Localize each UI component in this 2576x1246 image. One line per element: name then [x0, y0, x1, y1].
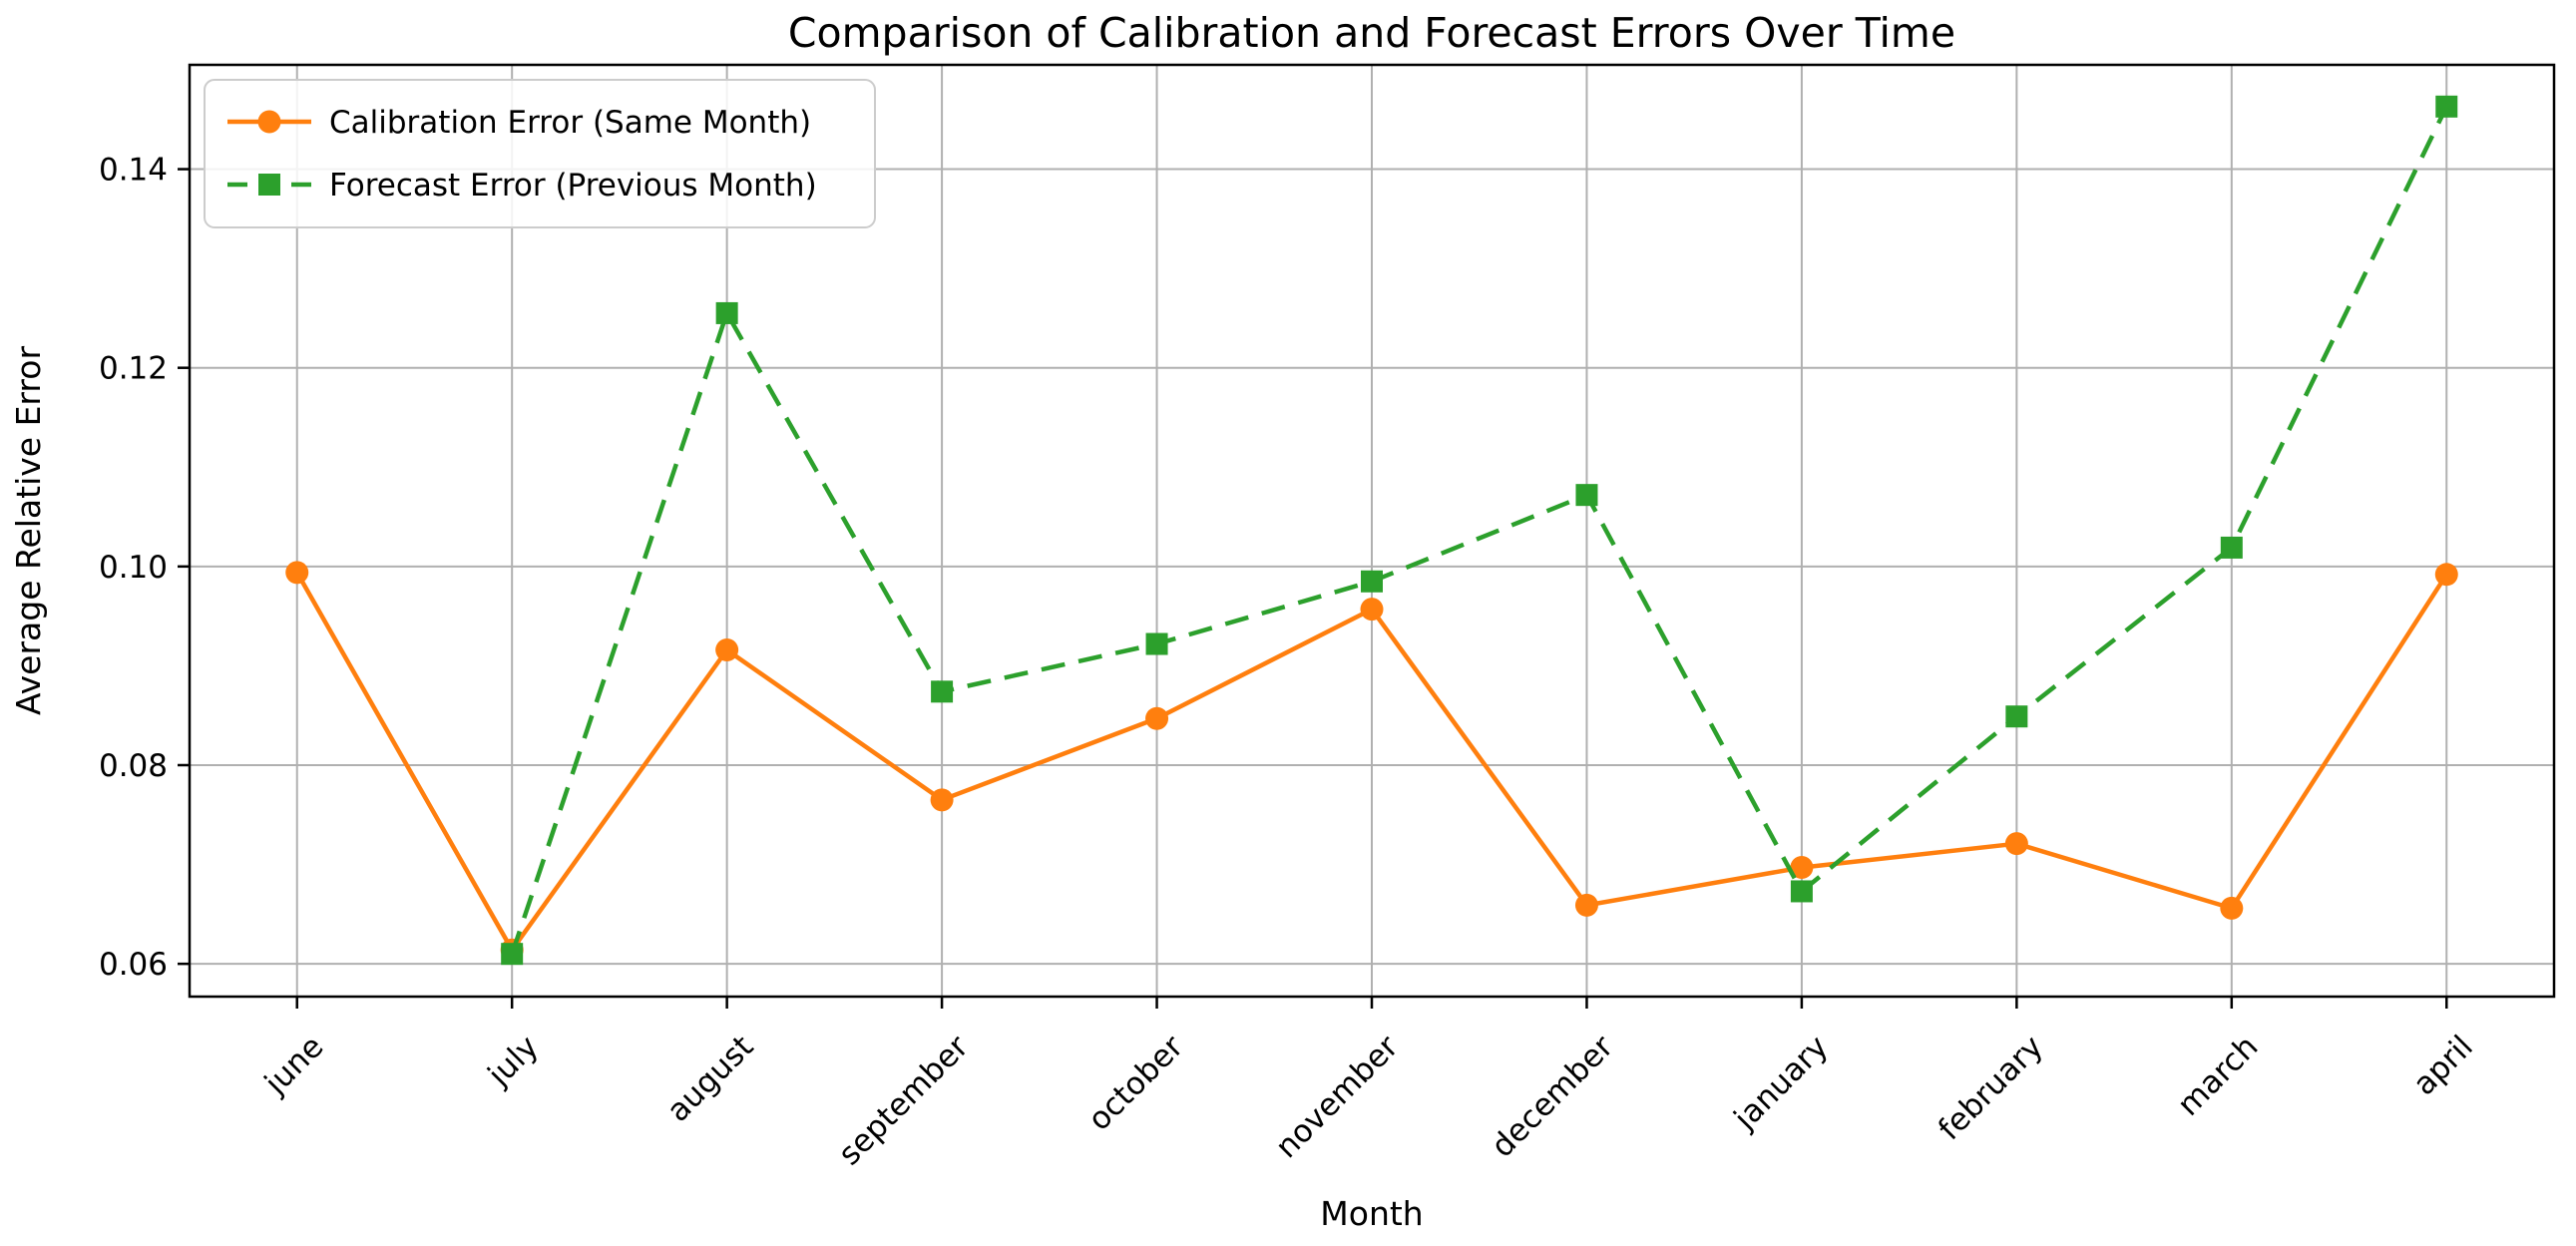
x-tick-label: march	[2171, 1029, 2266, 1123]
series-line-square	[510, 105, 2449, 955]
data-point-marker	[501, 943, 524, 966]
data-point-marker	[931, 680, 954, 703]
data-point-marker	[715, 637, 739, 661]
data-point-marker	[2005, 705, 2028, 728]
data-point-marker	[2220, 536, 2243, 559]
x-tick-label: august	[660, 1029, 761, 1129]
data-point-marker	[2434, 563, 2458, 587]
data-point-marker	[1360, 598, 1384, 622]
data-point-marker	[285, 561, 309, 585]
x-tick-label: november	[1269, 1029, 1406, 1165]
x-axis-label: Month	[1320, 1194, 1423, 1233]
data-point-marker	[2220, 896, 2244, 920]
data-point-marker	[2004, 832, 2028, 856]
x-tick-label: april	[2406, 1029, 2480, 1102]
data-point-marker	[1145, 632, 1168, 655]
data-point-marker	[1361, 570, 1383, 593]
grid-layer	[190, 65, 2554, 997]
data-point-marker	[930, 788, 954, 812]
x-tick-label: february	[1932, 1029, 2050, 1147]
legend-entry-label: Forecast Error (Previous Month)	[329, 168, 817, 204]
data-point-marker	[1575, 484, 1598, 507]
x-tick-label: july	[481, 1029, 546, 1093]
series-layer	[285, 95, 2458, 966]
y-tick-label: 0.08	[99, 748, 168, 784]
legend-marker-circle	[257, 110, 281, 134]
legend: Calibration Error (Same Month) Forecast E…	[204, 79, 876, 228]
legend-box	[204, 79, 876, 228]
y-axis-label: Average Relative Error	[9, 346, 48, 715]
y-tick-label: 0.12	[99, 351, 168, 387]
y-tick-label: 0.10	[99, 550, 168, 586]
x-tick-label: january	[1727, 1029, 1836, 1137]
data-point-marker	[1790, 856, 1814, 880]
x-tick-label: october	[1081, 1029, 1191, 1138]
legend-entry-label: Calibration Error (Same Month)	[329, 105, 811, 141]
data-point-marker	[1574, 893, 1598, 917]
data-point-marker	[1790, 880, 1813, 903]
x-tick-label: december	[1485, 1029, 1620, 1164]
data-point-marker	[1145, 706, 1169, 730]
x-tick-label: september	[832, 1029, 976, 1172]
data-point-marker	[715, 301, 738, 324]
axes-layer: 0.06 0.08 0.10 0.12 0.14 june july august septem…	[99, 63, 2556, 1172]
legend-marker-square	[258, 174, 280, 196]
x-tick-label: june	[257, 1029, 331, 1102]
y-tick-label: 0.14	[99, 153, 168, 189]
chart-title: Comparison of Calibration and Forecast E…	[788, 9, 1955, 57]
y-tick-label: 0.06	[99, 947, 168, 983]
data-point-marker	[2435, 95, 2458, 118]
